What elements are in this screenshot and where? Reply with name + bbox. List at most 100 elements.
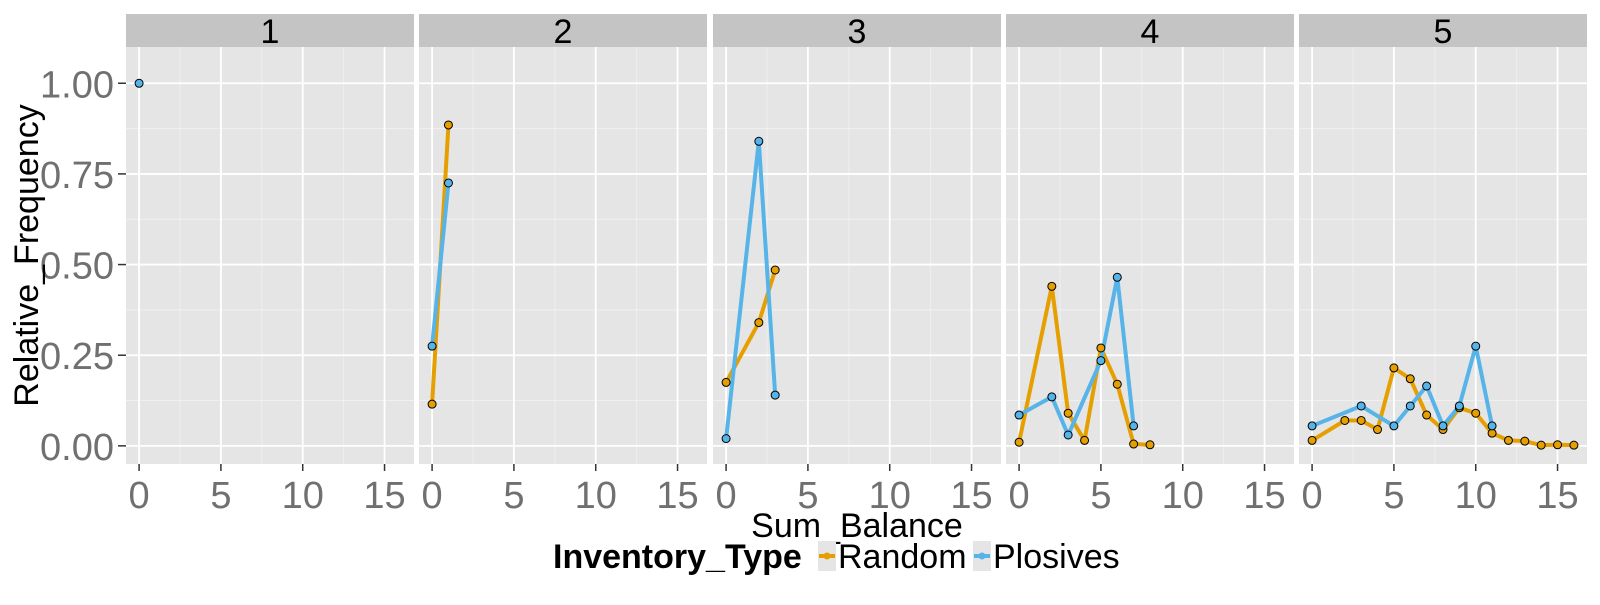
data-point-random: [1373, 425, 1383, 435]
facet-strip-label: 3: [848, 13, 867, 51]
x-tick-label: 0: [129, 475, 150, 517]
x-tick-label: 10: [282, 475, 324, 517]
facet-strip: [713, 14, 1001, 47]
data-point-random: [770, 265, 780, 275]
data-point-plosives: [1405, 401, 1415, 411]
x-tick-label: 15: [1536, 475, 1578, 517]
x-tick-label: 0: [716, 475, 737, 517]
data-point-plosives: [1471, 341, 1481, 351]
facet-strip-label: 2: [554, 13, 573, 51]
x-tick-label: 10: [575, 475, 617, 517]
x-tick-label: 5: [210, 475, 231, 517]
legend-item-random: Random: [818, 538, 967, 576]
data-point-plosives: [1129, 421, 1139, 431]
data-point-plosives: [1014, 410, 1024, 420]
facet-strip-label: 4: [1141, 13, 1160, 51]
x-tick-label: 10: [1162, 475, 1204, 517]
data-point-random: [1145, 440, 1155, 450]
data-point-plosives: [1112, 272, 1122, 282]
data-point-random: [427, 399, 437, 409]
facet-strip: [126, 14, 414, 47]
y-tick-label: 0.50: [40, 246, 114, 288]
y-axis-title: Relative_Frequency: [8, 104, 46, 406]
panel-background: [1006, 47, 1294, 464]
facet-panel-1: 10 5 10 15: [126, 13, 414, 517]
x-axis-title: Sum_Balance: [751, 507, 963, 545]
x-tick-label: 5: [1090, 475, 1111, 517]
data-point-plosives: [1096, 356, 1106, 366]
facet-strip-label: 5: [1434, 13, 1453, 51]
data-point-random: [1405, 374, 1415, 384]
legend-key-point: [978, 552, 986, 560]
legend-key-point: [823, 552, 831, 560]
data-point-random: [1520, 436, 1530, 446]
x-tick-label: 0: [1302, 475, 1323, 517]
legend-label: Plosives: [993, 538, 1120, 576]
legend-label: Random: [838, 538, 967, 576]
x-tick-label: 15: [656, 475, 698, 517]
facet-panel-3: 3 0 5 10 15: [713, 13, 1001, 517]
data-point-random: [754, 318, 764, 328]
data-point-plosives: [427, 341, 437, 351]
x-tick-label: 10: [1455, 475, 1497, 517]
data-point-plosives: [443, 178, 453, 188]
data-point-random: [1129, 439, 1139, 449]
facet-panel-4: 4 0 5 10 15: [1006, 13, 1294, 517]
y-tick-label: 0.25: [40, 336, 114, 378]
y-tick-label: 1.00: [40, 64, 114, 106]
panel-background: [1299, 47, 1587, 464]
data-point-random: [1536, 440, 1546, 450]
data-point-random: [1471, 408, 1481, 418]
data-point-random: [1014, 437, 1024, 447]
series-line-plosives: [430, 180, 451, 349]
y-tick-label: 0.75: [40, 155, 114, 197]
data-point-plosives: [1454, 401, 1464, 411]
data-point-random: [1356, 415, 1366, 425]
data-point-plosives: [721, 434, 731, 444]
series-line-random: [1017, 284, 1152, 447]
facet-strip-label: 1: [261, 13, 280, 51]
y-tick-label: 0.00: [40, 427, 114, 469]
x-tick-label: 15: [1243, 475, 1285, 517]
x-tick-label: 15: [950, 475, 992, 517]
x-tick-label: 5: [797, 475, 818, 517]
data-point-plosives: [1389, 421, 1399, 431]
data-point-plosives: [1307, 421, 1317, 431]
data-point-random: [1063, 408, 1073, 418]
data-point-random: [1080, 435, 1090, 445]
data-point-random: [1422, 410, 1432, 420]
data-point-random: [1503, 435, 1513, 445]
x-tick-label: 0: [1009, 475, 1030, 517]
data-point-plosives: [1356, 401, 1366, 411]
data-point-plosives: [770, 390, 780, 400]
facet-panel-2: 2 0 5 10 15: [419, 13, 707, 517]
data-point-plosives: [1422, 381, 1432, 391]
data-point-random: [1389, 363, 1399, 373]
data-point-random: [443, 120, 453, 130]
legend-item-plosives: Plosives: [973, 538, 1120, 576]
facet-panel-5: 5 0 5 10 15: [1299, 13, 1587, 517]
panel-background: [713, 47, 1001, 464]
facet-strip: [1006, 14, 1294, 47]
data-point-random: [1112, 379, 1122, 389]
data-point-random: [1340, 415, 1350, 425]
data-point-plosives: [134, 78, 144, 88]
data-point-random: [721, 377, 731, 387]
panel-background: [419, 47, 707, 464]
data-point-random: [1047, 281, 1057, 291]
data-point-plosives: [754, 136, 764, 146]
facet-strip: [1299, 14, 1587, 47]
data-point-plosives: [1487, 421, 1497, 431]
panel-background: [126, 47, 414, 464]
data-point-random: [1569, 440, 1579, 450]
x-tick-label: 5: [503, 475, 524, 517]
data-point-random: [1553, 440, 1563, 450]
series-line-plosives: [1017, 275, 1136, 437]
x-tick-label: 5: [1383, 475, 1404, 517]
x-tick-label: 15: [363, 475, 405, 517]
legend-title: Inventory_Type: [553, 538, 802, 576]
data-point-plosives: [1047, 392, 1057, 402]
x-tick-label: 10: [869, 475, 911, 517]
